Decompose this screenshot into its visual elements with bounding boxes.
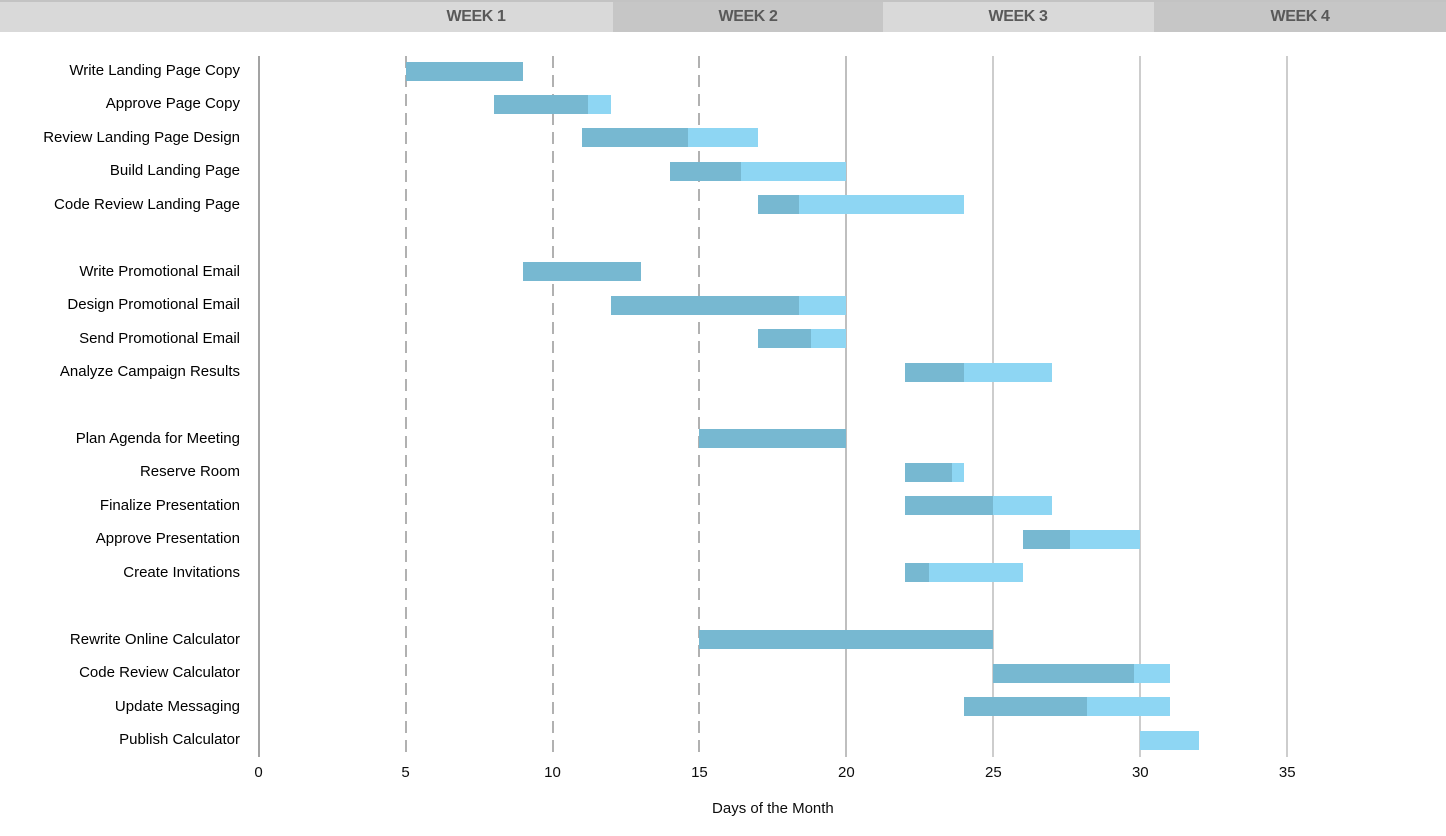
- task-label: Build Landing Page: [109, 162, 240, 180]
- week-band: [1154, 2, 1446, 32]
- task-label: Rewrite Online Calculator: [69, 630, 240, 648]
- gridline-day-30: [1139, 56, 1142, 757]
- x-tick-label: 0: [254, 764, 263, 781]
- gantt-bar: [493, 94, 612, 114]
- task-label: Review Landing Page Design: [43, 128, 240, 146]
- gantt-bar: [963, 697, 1170, 717]
- x-tick-label: 20: [838, 764, 855, 781]
- x-tick-label: 30: [1131, 764, 1149, 781]
- gantt-bar-complete: [993, 663, 1135, 683]
- gantt-bar: [905, 496, 1053, 516]
- gantt-bar-complete: [405, 61, 524, 81]
- task-label: Send Promotional Email: [79, 329, 240, 347]
- task-label: Code Review Calculator: [79, 664, 240, 682]
- task-label: Create Invitations: [123, 563, 240, 581]
- gantt-bar: [758, 195, 964, 215]
- gantt-bar-complete: [963, 697, 1088, 717]
- task-label: Reserve Room: [139, 463, 240, 481]
- gantt-bar: [905, 362, 1053, 382]
- gantt-bar: [993, 663, 1170, 683]
- gantt-bar-complete: [905, 462, 953, 482]
- task-label: Write Landing Page Copy: [69, 62, 240, 79]
- week-label: WEEK 2: [718, 8, 778, 25]
- gridline-day-25: [992, 56, 995, 757]
- week-band: [613, 2, 883, 32]
- gridline-day-15: [698, 56, 701, 757]
- task-label: Update Messaging: [114, 697, 240, 715]
- x-tick-label: 5: [401, 764, 410, 781]
- gantt-bar-complete: [523, 262, 641, 282]
- gantt-bar: [1140, 730, 1200, 750]
- gantt-bar-complete: [905, 362, 964, 382]
- gridline-day-5: [404, 56, 407, 757]
- x-tick-label: 15: [691, 764, 708, 781]
- task-label: Design Promotional Email: [67, 296, 240, 314]
- gantt-bar-complete: [699, 630, 994, 650]
- x-axis-title: Days of the Month: [712, 800, 834, 817]
- gantt-bar-complete: [493, 94, 588, 114]
- gantt-bar: [581, 128, 759, 148]
- gantt-bar-complete: [581, 128, 688, 148]
- task-label: Write Promotional Email: [79, 262, 240, 280]
- x-tick-label: 35: [1278, 764, 1296, 781]
- gantt-bar: [523, 262, 641, 282]
- header-top-divider: [0, 0, 1446, 2]
- gantt-bar-complete: [611, 295, 800, 315]
- gantt-bar-complete: [758, 329, 812, 349]
- gantt-bar: [905, 563, 1023, 583]
- week-label: WEEK 3: [988, 8, 1048, 25]
- task-label: Plan Agenda for Meeting: [75, 429, 240, 447]
- task-label: Code Review Landing Page: [54, 195, 240, 213]
- gridline-day-10: [551, 56, 554, 757]
- gantt-bar-complete: [758, 195, 800, 215]
- gantt-bar: [905, 462, 964, 482]
- task-label: Approve Presentation: [95, 530, 240, 548]
- gridline-day-0: [257, 56, 260, 757]
- gantt-bar: [758, 329, 847, 349]
- gantt-bar: [611, 295, 847, 315]
- week-band: [883, 2, 1154, 32]
- gantt-bar-complete: [699, 429, 847, 449]
- gantt-bar: [1022, 529, 1141, 549]
- gantt-bar-complete: [905, 563, 929, 583]
- week-band: [0, 2, 613, 32]
- gridline-day-20: [845, 56, 848, 757]
- gantt-bar-complete: [670, 161, 741, 181]
- task-label: Analyze Campaign Results: [59, 363, 240, 381]
- gantt-bar: [405, 61, 524, 81]
- x-tick-label: 10: [544, 764, 561, 781]
- task-label: Finalize Presentation: [99, 496, 240, 514]
- week-label: WEEK 1: [446, 8, 506, 25]
- task-label: Approve Page Copy: [105, 95, 240, 113]
- week-label: WEEK 4: [1270, 8, 1330, 25]
- gantt-bar: [699, 630, 994, 650]
- gantt-bar: [670, 161, 847, 181]
- gantt-bar-complete: [905, 496, 994, 516]
- gantt-bar-complete: [1022, 529, 1070, 549]
- x-tick-label: 25: [985, 764, 1002, 781]
- task-label: Publish Calculator: [119, 731, 240, 748]
- gridline-day-35: [1286, 56, 1289, 757]
- gantt-bar: [699, 429, 847, 449]
